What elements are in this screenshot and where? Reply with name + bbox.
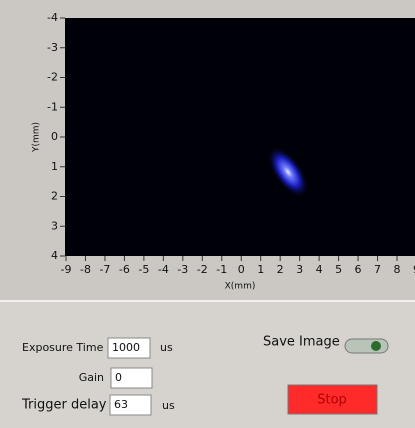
toggle-knob <box>371 341 381 351</box>
gain-label: Gain <box>79 371 104 384</box>
y-axis-label: Y(mm) <box>32 122 42 153</box>
x-tick-label: -8 <box>80 263 91 276</box>
save-image-label: Save Image <box>263 335 340 350</box>
exposure-value: 1000 <box>112 341 140 354</box>
trigger-label: Trigger delay <box>21 398 107 413</box>
x-tick-label: -2 <box>197 263 208 276</box>
x-axis-label: X(mm) <box>225 282 256 292</box>
x-tick-label: -9 <box>61 263 72 276</box>
y-tick-label: 0 <box>51 130 58 143</box>
x-tick-label: 1 <box>257 263 264 276</box>
x-tick-label: 0 <box>238 263 245 276</box>
x-tick-label: 2 <box>277 263 284 276</box>
y-tick-label: 4 <box>51 249 58 262</box>
x-tick-label: -6 <box>119 263 130 276</box>
y-tick-label: -3 <box>47 41 58 54</box>
y-tick-label: -2 <box>47 71 58 84</box>
x-tick-label: 6 <box>355 263 362 276</box>
x-tick-label: -3 <box>177 263 188 276</box>
x-tick-label: 7 <box>374 263 381 276</box>
trigger-value: 63 <box>114 398 128 411</box>
y-tick-label: 1 <box>51 160 58 173</box>
x-tick-label: -5 <box>138 263 149 276</box>
x-tick-label: -1 <box>216 263 227 276</box>
x-tick-label: -4 <box>158 263 169 276</box>
gain-value: 0 <box>115 371 122 384</box>
exposure-label: Exposure Time <box>22 341 104 354</box>
save-image-toggle[interactable] <box>345 339 388 353</box>
stop-label: Stop <box>317 393 347 408</box>
x-tick-label: 8 <box>394 263 401 276</box>
x-tick-label: 5 <box>335 263 342 276</box>
exposure-unit: us <box>160 341 173 354</box>
image-area <box>65 18 415 256</box>
trigger-unit: us <box>162 399 175 412</box>
y-tick-label: 3 <box>51 219 58 232</box>
x-tick-label: 3 <box>296 263 303 276</box>
y-tick-label: -4 <box>47 11 58 24</box>
page: {"plot": {"x_label": "X(mm)", "y_label":… <box>0 0 415 428</box>
y-tick-label: -1 <box>47 100 58 113</box>
screen: X(mm) Y(mm) -4-3-2-101234-9-8-7-6-5-4-3-… <box>0 0 415 428</box>
y-tick-label: 2 <box>51 190 58 203</box>
x-tick-label: -7 <box>99 263 110 276</box>
x-tick-label: 4 <box>316 263 323 276</box>
